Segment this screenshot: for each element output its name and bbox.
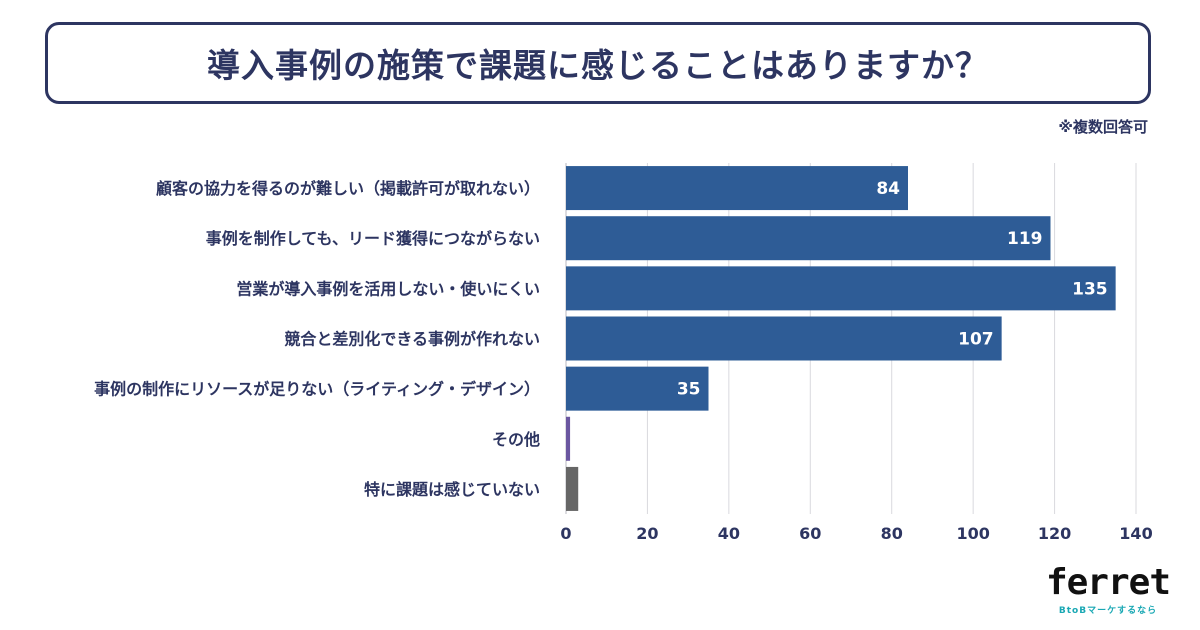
bar-value-label: 35 bbox=[677, 380, 701, 400]
category-label: 事例を制作しても、リード獲得につながらない bbox=[206, 229, 540, 248]
category-label: 競合と差別化できる事例が作れない bbox=[284, 330, 540, 349]
ferret-logo: ferret BtoBマーケするなら bbox=[1045, 562, 1171, 617]
category-label: その他 bbox=[492, 430, 540, 449]
label-layer: 0 20 40 60 80 100 120 140 顧客の協力を得るのが難しい（掲載許可が取れな… bbox=[94, 179, 1153, 543]
bar bbox=[566, 216, 1051, 261]
x-tick-label: 80 bbox=[881, 524, 903, 543]
bar-value-label: 84 bbox=[876, 179, 900, 199]
logo-tagline: BtoBマーケするなら bbox=[1058, 606, 1158, 616]
x-tick-label: 100 bbox=[956, 524, 989, 543]
bar bbox=[566, 166, 908, 211]
x-tick-label: 140 bbox=[1119, 524, 1152, 543]
bar bbox=[566, 366, 709, 411]
title-box: 導入事例の施策で課題に感じることはありますか？ bbox=[45, 22, 1151, 104]
bar bbox=[566, 266, 1116, 311]
x-tick-label: 20 bbox=[636, 524, 658, 543]
x-tick-label: 120 bbox=[1038, 524, 1071, 543]
category-label: 営業が導入事例を活用しない・使いにくい bbox=[236, 279, 540, 298]
category-label: 特に課題は感じていない bbox=[364, 480, 540, 499]
bar-value-label: 107 bbox=[958, 330, 994, 350]
category-label: 顧客の協力を得るのが難しい（掲載許可が取れない） bbox=[156, 179, 540, 198]
bar bbox=[566, 316, 1002, 361]
x-tick-label: 40 bbox=[718, 524, 740, 543]
chart-title: 導入事例の施策で課題に感じることはありますか？ bbox=[207, 46, 989, 85]
multiple-answers-note: ※複数回答可 bbox=[1058, 118, 1148, 136]
x-tick-label: 0 bbox=[560, 524, 571, 543]
bar-value-label: 119 bbox=[1007, 229, 1043, 249]
bar-value-label: 135 bbox=[1072, 279, 1108, 299]
bar bbox=[566, 416, 571, 461]
bar-layer bbox=[566, 166, 1116, 511]
logo-wordmark: ferret bbox=[1045, 562, 1171, 603]
x-tick-label: 60 bbox=[799, 524, 821, 543]
bar bbox=[566, 466, 579, 511]
category-label: 事例の制作にリソースが足りない（ライティング・デザイン） bbox=[94, 380, 540, 399]
